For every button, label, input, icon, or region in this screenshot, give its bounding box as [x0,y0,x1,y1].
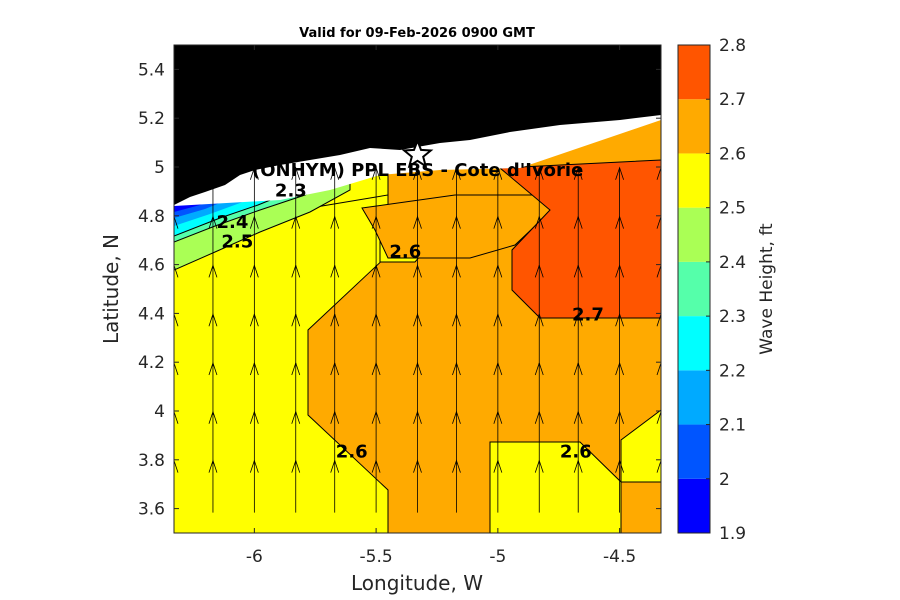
y-tick-label: 5.2 [138,109,165,129]
wave-arrow-head [174,215,179,229]
contour-label: 2.3 [275,180,307,201]
wave-arrow-head [174,264,179,278]
wave-arrow-head [174,361,179,376]
wave-arrow-head [208,166,218,180]
colorbar-tick-label: 2.5 [719,199,746,219]
contour-labels: 2.3 2.42.5 2.6 2.7 2.6 2.6 [216,180,603,462]
wave-arrow-head [656,410,661,424]
colorbar-tick-label: 2.2 [719,361,746,381]
colorbar-segment [678,478,710,533]
wave-arrow-head [656,264,661,278]
x-tick-label: -4.5 [603,547,636,567]
wave-arrow-head [452,166,461,180]
wave-arrow-head [249,166,259,180]
colorbar-segment [678,316,710,371]
land-mass [174,45,661,205]
colorbar-tick-label: 2.8 [719,36,746,56]
wave-arrow-head [656,312,661,327]
colorbar-segment [678,153,710,208]
y-tick-label: 4.4 [138,304,165,324]
wave-arrow-head [174,312,179,327]
y-tick-label: 4.8 [138,207,165,227]
wave-arrow-head [174,166,179,180]
star-icon [401,138,434,169]
colorbar-tick-label: 2.7 [719,90,746,110]
colorbar-tick-label: 2 [719,470,730,490]
y-axis-label: Latitude, N [99,234,123,344]
wave-arrow-head [174,459,179,473]
x-tick-label: -5 [489,547,506,567]
wave-arrow-head [493,166,503,180]
wave-arrow-head [656,166,661,180]
wave-arrow-head [291,166,301,180]
wave-arrow-head [534,166,544,180]
colorbar-tick-label: 2.4 [719,253,746,273]
wave-arrow-head [615,166,624,180]
site-marker: (ONHYM) PPL EBS - Cote d'Ivorie [252,138,583,181]
wave-arrow-head [656,361,661,376]
y-tick-label: 4.6 [138,256,165,276]
y-tick-label: 5 [154,158,165,178]
colorbar-tick-label: 2.1 [719,416,746,436]
x-tick-label: -6 [246,547,263,567]
wave-arrow-head [656,215,661,229]
colorbar-tick-label: 1.9 [719,524,746,544]
y-tick-label: 3.8 [138,451,165,471]
x-tick-label: -5.5 [360,547,393,567]
wave-arrow-head [413,166,422,180]
wave-band-2-7 [498,159,661,319]
contour-label: 2.7 [572,305,604,326]
y-tick-label: 4 [154,402,165,422]
contour-label: 2.5 [221,232,253,253]
colorbar-tick-label: 2.3 [719,307,746,327]
colorbar-tick-label: 2.6 [719,144,746,164]
wave-arrow-head [174,410,179,424]
wave-band-2-6-tongue [361,194,553,259]
wave-arrow-head [573,166,583,180]
colorbar-segment [678,45,710,100]
plot-frame [173,44,662,534]
colorbar-label: Wave Height, ft [757,223,777,355]
wave-arrow-head [371,166,381,180]
plot-area [173,44,662,534]
wave-band-2-5-pocket [489,441,622,533]
x-axis: -6 -5.5 -5 -4.5 [246,45,636,567]
x-axis-label: Longitude, W [351,571,483,595]
y-tick-label: 5.4 [138,60,165,80]
colorbar-segment [678,261,710,317]
colorbar-segment [678,424,710,479]
contour-label: 2.6 [560,441,592,462]
colorbar-segment [678,370,710,425]
y-tick-label: 3.6 [138,500,165,520]
wave-arrow-head [656,459,661,473]
chart-title: Valid for 09-Feb-2026 0900 GMT [299,26,535,41]
y-axis: 3.6 3.8 4 4.2 4.4 4.6 4.8 5 5.2 5.4 [138,60,661,520]
contour-label: 2.6 [389,241,421,262]
colorbar: 1.9 2 2.1 2.2 2.3 2.4 2.5 2.6 2.7 2.8 [677,36,746,544]
wave-arrow-head [330,166,340,180]
site-label: (ONHYM) PPL EBS - Cote d'Ivorie [252,160,583,181]
wave-direction-arrows [174,166,661,513]
colorbar-segment [678,207,710,262]
contour-label: 2.4 [216,212,248,233]
colorbar-frame [677,44,711,534]
y-tick-label: 4.2 [138,353,165,373]
contour-label: 2.6 [336,441,368,462]
colorbar-segment [678,99,710,154]
